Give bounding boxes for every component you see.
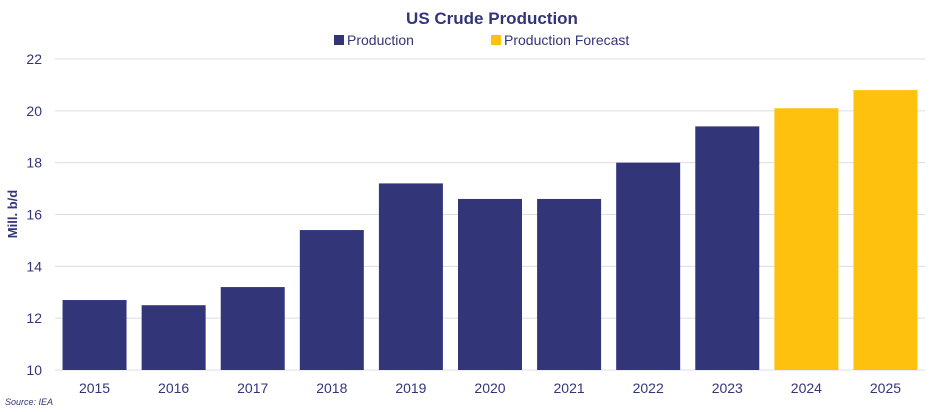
- x-tick-label-2021: 2021: [554, 380, 585, 396]
- bar-2016: [141, 305, 206, 370]
- x-tick-label-2015: 2015: [79, 380, 110, 396]
- bar-2021: [537, 198, 602, 370]
- legend-swatch-production-forecast: [491, 35, 501, 45]
- bar-2015: [62, 300, 127, 370]
- chart-title: US Crude Production: [406, 9, 578, 28]
- y-tick-label: 20: [26, 103, 42, 119]
- legend-label-production-forecast: Production Forecast: [504, 32, 629, 48]
- x-tick-label-2019: 2019: [395, 380, 426, 396]
- x-tick-label-2018: 2018: [316, 380, 347, 396]
- y-tick-label: 14: [26, 258, 42, 274]
- x-tick-label-2016: 2016: [158, 380, 189, 396]
- y-axis-ticks: 10 12 14 16 18 20 22: [26, 51, 42, 378]
- bar-2019: [378, 183, 443, 370]
- bar-2025: [853, 90, 918, 370]
- y-tick-label: 18: [26, 155, 42, 171]
- y-tick-label: 12: [26, 310, 42, 326]
- y-tick-label: 10: [26, 362, 42, 378]
- x-tick-label-2017: 2017: [237, 380, 268, 396]
- legend-label-production: Production: [347, 32, 414, 48]
- bar-2018: [299, 230, 364, 370]
- bar-2020: [458, 198, 522, 370]
- x-axis-ticks: 2015 2016 2017 2018 2019 2020 2021 2022 2023 2024…: [79, 380, 901, 396]
- bar-2017: [220, 287, 285, 370]
- y-tick-label: 16: [26, 207, 42, 223]
- bar-2024: [774, 108, 839, 370]
- x-tick-label-2024: 2024: [791, 380, 822, 396]
- x-tick-label-2023: 2023: [712, 380, 743, 396]
- bar-2022: [616, 162, 681, 370]
- source-note: Source: IEA: [5, 397, 53, 407]
- x-tick-label-2022: 2022: [633, 380, 664, 396]
- bar-2023: [695, 126, 760, 370]
- x-tick-label-2025: 2025: [870, 380, 901, 396]
- y-tick-label: 22: [26, 51, 42, 67]
- y-axis-label: Mill. b/d: [5, 190, 20, 238]
- bars: [62, 90, 918, 370]
- legend-swatch-production: [334, 35, 344, 45]
- legend: Production Production Forecast: [334, 32, 629, 48]
- x-tick-label-2020: 2020: [474, 380, 505, 396]
